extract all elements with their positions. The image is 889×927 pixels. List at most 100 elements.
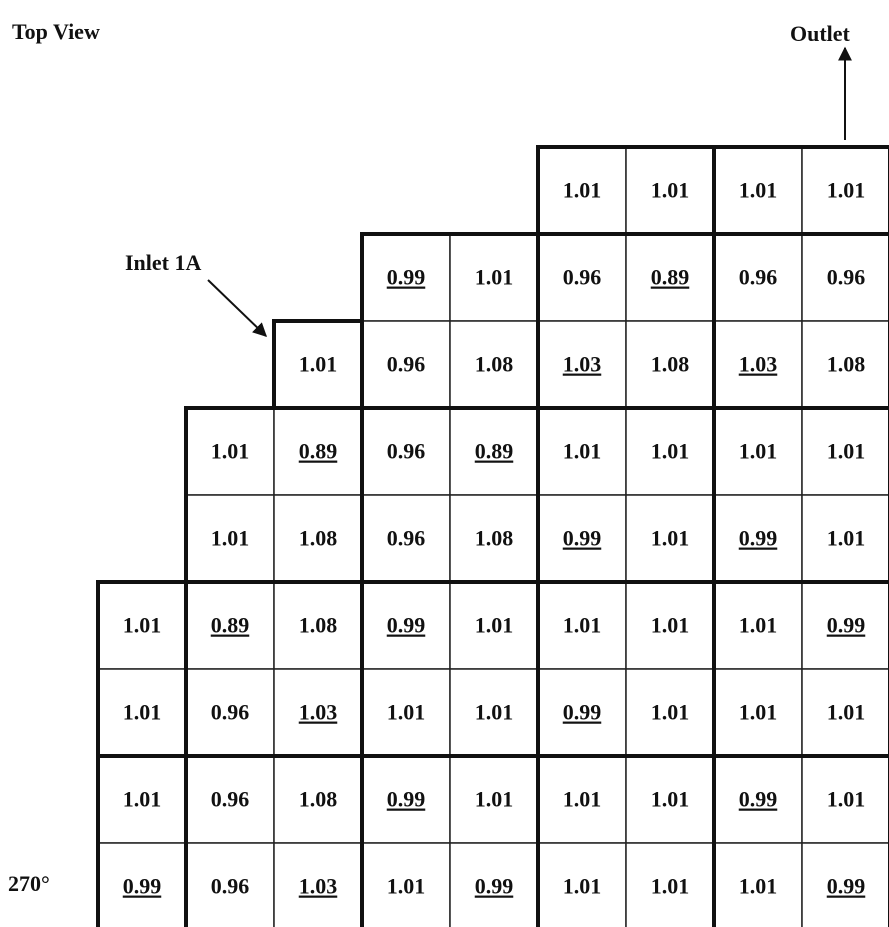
cell-value: 1.01 xyxy=(475,265,514,290)
cell-value: 1.01 xyxy=(651,700,690,725)
grid: 1.01 1.01 1.01 1.01 0.99 1.01 0.96 0.89 0.96 0.96… xyxy=(96,145,889,927)
cell-value: 1.01 xyxy=(563,613,602,638)
cell-box xyxy=(625,581,715,670)
cell-box xyxy=(625,146,715,235)
cell: 1.01 xyxy=(713,668,803,757)
cell: 1.08 xyxy=(273,494,363,583)
cell-box xyxy=(625,842,715,927)
cell: 1.01 xyxy=(361,842,451,927)
cell-box xyxy=(185,494,275,583)
cell-box xyxy=(449,842,539,927)
cell-box xyxy=(449,320,539,409)
cell-box xyxy=(801,668,889,757)
cell-value: 0.96 xyxy=(211,787,250,812)
cell-value: 1.01 xyxy=(563,874,602,899)
cell: 1.01 xyxy=(537,755,627,844)
cell-value: 1.08 xyxy=(299,526,338,551)
cell-value: 0.99 xyxy=(387,787,426,812)
cell: 0.96 xyxy=(185,668,275,757)
cell: 1.08 xyxy=(273,581,363,670)
cell: 1.01 xyxy=(537,407,627,496)
cell-value: 1.08 xyxy=(475,526,514,551)
cell-value: 1.01 xyxy=(739,613,778,638)
cell-value: 0.89 xyxy=(211,613,250,638)
cell-box xyxy=(97,842,187,927)
angle-label: 270° xyxy=(8,871,50,896)
cell-value: 1.08 xyxy=(299,787,338,812)
outlet-label: Outlet xyxy=(790,21,851,46)
cell-value: 0.99 xyxy=(563,700,602,725)
cell-box xyxy=(537,755,627,844)
cell-value: 0.96 xyxy=(387,439,426,464)
cell-box xyxy=(625,320,715,409)
cell: 1.08 xyxy=(801,320,889,409)
cell: 1.01 xyxy=(713,842,803,927)
inlet-label: Inlet 1A xyxy=(125,250,202,275)
cell-value: 0.99 xyxy=(563,526,602,551)
cell: 0.99 xyxy=(449,842,539,927)
cell-value: 1.01 xyxy=(651,439,690,464)
cell: 1.01 xyxy=(625,407,715,496)
cell-value: 1.01 xyxy=(475,613,514,638)
cell-value: 0.99 xyxy=(123,874,162,899)
cell-value: 0.99 xyxy=(739,787,778,812)
cell-value: 1.01 xyxy=(123,787,162,812)
cell: 1.01 xyxy=(97,581,187,670)
cell-value: 1.03 xyxy=(299,700,338,725)
cell: 0.96 xyxy=(185,842,275,927)
cell-value: 1.01 xyxy=(739,874,778,899)
cell: 0.96 xyxy=(713,233,803,322)
cell-value: 1.01 xyxy=(651,874,690,899)
cell-value: 1.01 xyxy=(387,874,426,899)
cell: 1.03 xyxy=(537,320,627,409)
cell-value: 0.99 xyxy=(475,874,514,899)
cell: 0.99 xyxy=(537,668,627,757)
cell: 1.01 xyxy=(801,494,889,583)
cell-value: 1.03 xyxy=(739,352,778,377)
inlet-arrow xyxy=(207,279,268,337)
cell-box xyxy=(713,494,803,583)
cell-box xyxy=(801,842,889,927)
cell-value: 1.01 xyxy=(299,352,338,377)
cell-value: 0.96 xyxy=(211,700,250,725)
cell-value: 1.01 xyxy=(563,439,602,464)
cell-value: 1.08 xyxy=(651,352,690,377)
cell-value: 0.99 xyxy=(387,265,426,290)
cell: 1.03 xyxy=(273,842,363,927)
cell-value: 1.01 xyxy=(827,700,866,725)
cell: 1.01 xyxy=(625,668,715,757)
cell: 0.89 xyxy=(449,407,539,496)
cell: 1.01 xyxy=(449,233,539,322)
cell-value: 0.99 xyxy=(827,613,866,638)
cell: 1.01 xyxy=(97,668,187,757)
cell-value: 0.96 xyxy=(211,874,250,899)
cell-value: 0.96 xyxy=(387,526,426,551)
cell: 1.01 xyxy=(449,755,539,844)
cell-value: 1.08 xyxy=(299,613,338,638)
cell-value: 1.08 xyxy=(475,352,514,377)
cell-box xyxy=(185,581,275,670)
cell-box xyxy=(361,494,451,583)
cell-value: 0.96 xyxy=(387,352,426,377)
cell: 1.08 xyxy=(625,320,715,409)
cell: 1.01 xyxy=(449,668,539,757)
cell-value: 0.96 xyxy=(563,265,602,290)
cell-box xyxy=(273,668,363,757)
cell: 0.99 xyxy=(97,842,187,927)
cell: 0.96 xyxy=(185,755,275,844)
cell-box xyxy=(449,755,539,844)
cell-value: 0.89 xyxy=(299,439,338,464)
cell-value: 1.01 xyxy=(387,700,426,725)
cell-box xyxy=(801,581,889,670)
cell: 1.01 xyxy=(625,494,715,583)
cell-box xyxy=(801,755,889,844)
cell: 0.99 xyxy=(713,755,803,844)
cell-value: 1.01 xyxy=(827,439,866,464)
cell-value: 1.01 xyxy=(211,439,250,464)
title: Top View xyxy=(12,19,100,44)
cell: 0.96 xyxy=(361,407,451,496)
cell-box xyxy=(625,407,715,496)
cell: 0.96 xyxy=(361,494,451,583)
cell-value: 1.08 xyxy=(827,352,866,377)
cell: 1.01 xyxy=(625,842,715,927)
